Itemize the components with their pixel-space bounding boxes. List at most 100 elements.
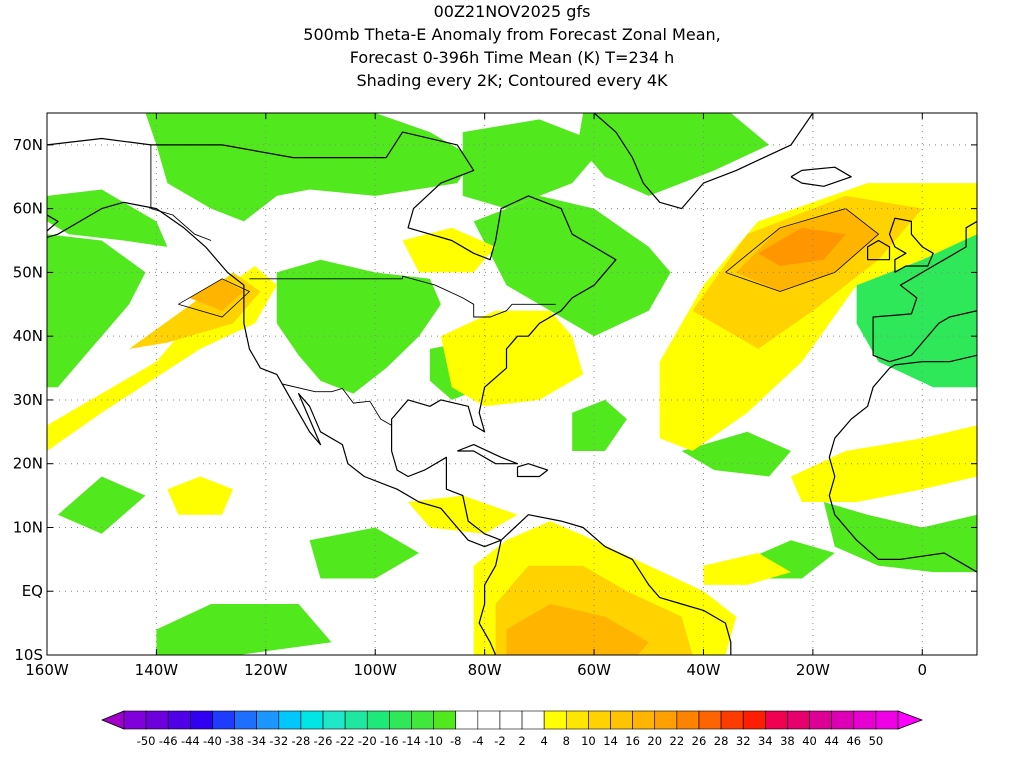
west-africa-green	[823, 502, 977, 573]
colorbar-label: -4	[472, 734, 483, 748]
colorbar-swatch	[477, 710, 501, 730]
ireland-coastline	[866, 239, 891, 261]
colorbar-swatch	[300, 710, 324, 730]
political-borders	[150, 144, 556, 426]
colorbar-swatch	[234, 710, 257, 730]
colorbar-label: 14	[603, 734, 618, 748]
colorbar-swatch	[499, 710, 523, 730]
colorbar-label: -44	[181, 734, 200, 748]
colorbar-label: 28	[714, 734, 729, 748]
title-line-4: Shading every 2K; Contoured every 4K	[356, 71, 668, 90]
title-line-3: Forecast 0-396h Time Mean (K) T=234 h	[349, 48, 675, 67]
lon-tick-label: 120W	[244, 661, 288, 679]
western-us-green	[276, 259, 441, 394]
lon-tick-label: 40W	[687, 661, 721, 679]
colorbar-label: -38	[225, 734, 244, 748]
colorbar-swatch	[212, 710, 235, 730]
europe-coastline	[872, 220, 977, 363]
alaska-canada-border	[150, 144, 212, 241]
us-mexico-border	[282, 383, 392, 426]
lat-tick-label: 30N	[13, 391, 43, 409]
colorbar-label: -26	[314, 734, 333, 748]
colorbar-label: 4	[541, 734, 548, 748]
title-line-2: 500mb Theta-E Anomaly from Forecast Zona…	[303, 25, 721, 44]
iceland-coastline	[790, 166, 852, 187]
hudson-green	[462, 119, 605, 209]
hispaniola-coastline	[516, 463, 549, 478]
map-frame	[46, 112, 978, 656]
atlantic-eq-yellow	[703, 553, 791, 585]
greenland-green	[577, 113, 770, 196]
south-america-coastline	[500, 514, 732, 655]
africa-coastline	[828, 354, 977, 573]
colorbar-swatch	[543, 710, 567, 730]
hudson-yellow	[402, 227, 496, 273]
colorbar-swatch	[411, 710, 434, 730]
pacific-15n-yellow	[167, 476, 233, 515]
colorbar-swatch	[875, 710, 899, 730]
colorbar-label: 38	[780, 734, 795, 748]
colorbar-swatch	[322, 710, 346, 730]
colorbar-swatch	[123, 710, 147, 730]
canada-arctic-green	[145, 113, 474, 222]
colorbar-swatch	[389, 710, 412, 730]
colorbar-swatch	[809, 710, 832, 730]
colorbar-swatch	[676, 710, 700, 730]
lon-tick-label: 0	[918, 661, 928, 679]
colorbar-swatch	[366, 710, 390, 730]
colorbar-swatch	[167, 710, 191, 730]
colorbar-label: -22	[336, 734, 355, 748]
anomaly-shading	[47, 113, 977, 655]
colorbar-swatch	[455, 710, 479, 730]
colorbar-label: 50	[869, 734, 884, 748]
lon-tick-label: 80W	[468, 661, 502, 679]
pacific-4k-contour	[178, 278, 251, 318]
latitude-axis: 70N 60N 50N 40N 30N 20N 10N EQ 10S	[13, 136, 977, 664]
eastern-us-yellow	[440, 310, 584, 407]
pacific-15n-green	[57, 476, 146, 534]
lat-tick-label: 10N	[13, 518, 43, 536]
cuba-coastline	[457, 444, 519, 465]
colorbar-swatch	[190, 710, 213, 730]
colorbar-swatch	[344, 710, 368, 730]
colorbar-label: 16	[625, 734, 640, 748]
lat-tick-label: 40N	[13, 327, 43, 345]
colorbar-left-arrow	[100, 710, 125, 730]
alaska-green	[47, 189, 168, 247]
north-atlantic-core	[758, 227, 846, 266]
sahara-yellow	[791, 425, 977, 502]
colorbar-swatch	[256, 710, 280, 730]
colorbar-swatch	[742, 710, 766, 730]
pacific-eq-green	[156, 604, 332, 655]
pacific-nw-green	[47, 234, 146, 388]
us-canada-border	[249, 275, 556, 318]
lon-tick-label: 60W	[577, 661, 611, 679]
lat-tick-label: 60N	[13, 200, 43, 218]
pacific-tongue-peak	[189, 278, 244, 311]
lon-tick-label: 100W	[354, 661, 398, 679]
colorbar-label: -14	[402, 734, 421, 748]
colorbar-label: -40	[203, 734, 222, 748]
gulf-stream-green	[572, 399, 627, 451]
lat-tick-label: EQ	[22, 582, 43, 600]
great-britain-coastline	[888, 217, 934, 273]
colorbar-label: -8	[450, 734, 461, 748]
colorbar-label: 46	[846, 734, 861, 748]
south-america-west-coastline	[478, 540, 502, 655]
north-atlantic-4k-contour	[725, 208, 880, 292]
colorbar-swatch	[278, 710, 302, 730]
colorbar-swatch	[831, 710, 855, 730]
lat-tick-label: 50N	[13, 263, 43, 281]
colorbar-swatch	[588, 710, 611, 730]
colorbar-swatch	[765, 710, 788, 730]
colorbar-label: -32	[269, 734, 288, 748]
atlantic-24n-green	[681, 431, 791, 477]
iberia-green	[856, 234, 977, 388]
colorbar-label: 44	[824, 734, 839, 748]
coastlines	[47, 113, 977, 655]
lon-tick-label: 140W	[135, 661, 179, 679]
plot-title: 00Z21NOV2025 gfs 500mb Theta-E Anomaly f…	[0, 0, 1024, 92]
colorbar-label: -20	[358, 734, 377, 748]
colorbar-label: -34	[247, 734, 266, 748]
anomaly-contours	[178, 208, 880, 318]
